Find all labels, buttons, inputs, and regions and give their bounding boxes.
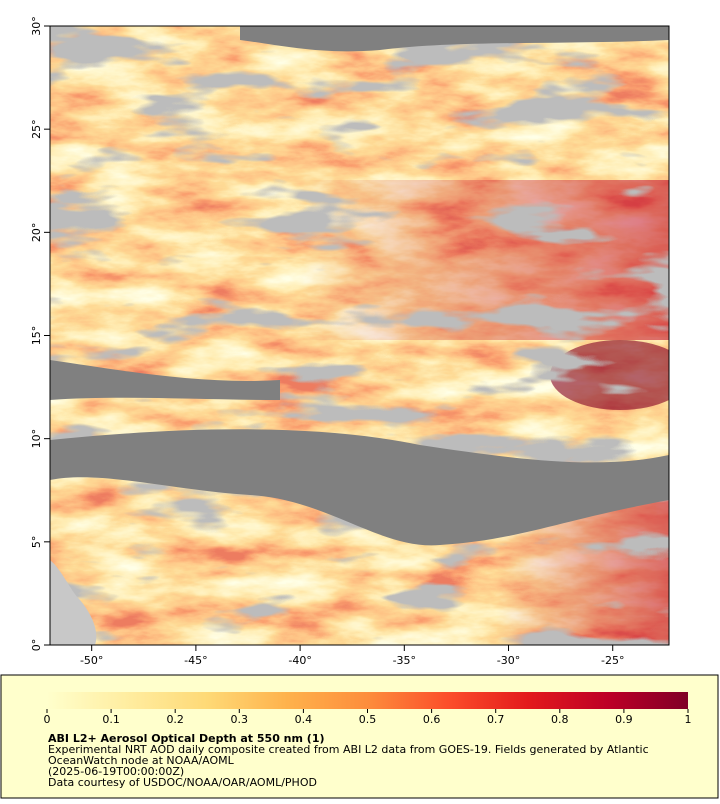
colorbar-tick-label: 0.7 [487,713,505,726]
y-tick-label: 30° [30,16,43,36]
colorbar-tick-label: 0.1 [102,713,120,726]
colorbar-tick-label: 0.8 [551,713,569,726]
y-tick-label: 0° [30,639,43,652]
colorbar-tick-label: 0.6 [423,713,441,726]
y-tick-label: 10° [30,429,43,449]
colorbar-tick-label: 0.2 [166,713,184,726]
colorbar-tick-label: 0.4 [295,713,313,726]
colorbar-tick-label: 0.3 [231,713,249,726]
y-tick-label: 15° [30,326,43,346]
caption-line: Data courtesy of USDOC/NOAA/OAR/AOML/PHO… [48,776,317,789]
caption-title: ABI L2+ Aerosol Optical Depth at 550 nm … [48,732,325,745]
x-tick-label: -40° [288,654,311,667]
caption-line: Experimental NRT AOD daily composite cre… [48,743,649,756]
colorbar-tick-label: 1 [685,713,692,726]
colorbar-tick-label: 0.5 [359,713,377,726]
colorbar-tick-label: 0.9 [615,713,633,726]
y-tick-label: 5° [30,536,43,549]
colorbar [47,692,688,709]
y-tick-label: 25° [30,119,43,139]
x-tick-label: -45° [184,654,207,667]
caption-line: OceanWatch node at NOAA/AOML [48,754,235,767]
colorbar-tick-label: 0 [44,713,51,726]
x-tick-label: -50° [80,654,103,667]
caption-line: (2025-06-19T00:00:00Z) [48,765,184,778]
x-tick-label: -30° [497,654,520,667]
x-tick-label: -35° [393,654,416,667]
aod-field [50,26,669,645]
y-tick-label: 20° [30,223,43,243]
x-tick-label: -25° [601,654,624,667]
